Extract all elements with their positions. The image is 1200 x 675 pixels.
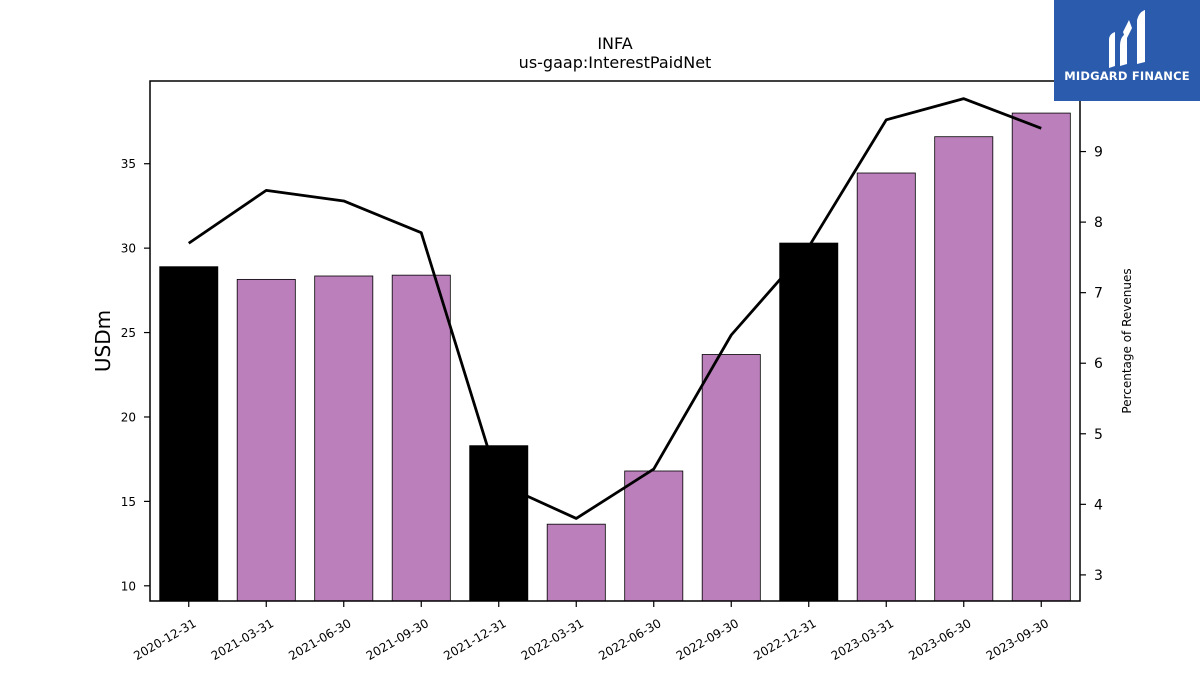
bar (236, 278, 296, 602)
y-tick-label: 15 (121, 495, 136, 509)
x-tick-label: 2021-03-31 (209, 616, 276, 663)
bar (624, 470, 684, 602)
y-tick-label: 35 (121, 157, 136, 171)
y-tick-label: 10 (121, 579, 136, 593)
y2-tick-label: 9 (1094, 145, 1103, 161)
bar (856, 172, 916, 602)
y2-tick-label: 3 (1094, 568, 1103, 584)
chart-subtitle: us-gaap:InterestPaidNet (519, 53, 712, 72)
percentage-line (187, 97, 1042, 520)
y-tick-label: 30 (121, 242, 136, 256)
x-tick-label: 2023-06-30 (906, 616, 973, 663)
bar (159, 266, 219, 602)
y2-tick-label: 8 (1094, 215, 1103, 231)
y2-tick-label: 6 (1094, 356, 1103, 372)
bar (779, 242, 839, 602)
x-tick-label: 2021-09-30 (364, 616, 431, 663)
x-tick-label: 2022-12-31 (751, 616, 818, 663)
bar (546, 523, 606, 602)
x-tick-label: 2022-06-30 (596, 616, 663, 663)
y-tick-label: 25 (121, 326, 136, 340)
logo-text: MIDGARD FINANCE (1064, 69, 1190, 83)
x-tick-label: 2022-09-30 (674, 616, 741, 663)
y-tick-label: 20 (121, 410, 136, 424)
x-tick-label: 2023-09-30 (984, 616, 1051, 663)
bar (314, 275, 374, 602)
y2-tick-label: 4 (1094, 497, 1103, 513)
bar (934, 136, 994, 602)
x-tick-label: 2021-12-31 (441, 616, 508, 663)
x-tick-label: 2022-03-31 (519, 616, 586, 663)
midgard-finance-logo: MIDGARD FINANCE (1054, 0, 1200, 101)
bar (469, 445, 529, 602)
y2-tick-label: 5 (1094, 427, 1103, 443)
bar (1011, 112, 1071, 602)
bar (701, 354, 761, 602)
chart-title: INFA (597, 34, 632, 53)
y2-axis-label: Percentage of Revenues (1120, 268, 1134, 413)
x-tick-label: 2023-03-31 (829, 616, 896, 663)
y2-tick-label: 7 (1094, 286, 1103, 302)
x-tick-label: 2021-06-30 (286, 616, 353, 663)
bar (391, 274, 451, 602)
y-axis-label: USDm (91, 310, 115, 372)
plot-frame (149, 80, 1081, 602)
x-tick-label: 2020-12-31 (131, 616, 198, 663)
logo-mark-icon (1109, 10, 1145, 68)
